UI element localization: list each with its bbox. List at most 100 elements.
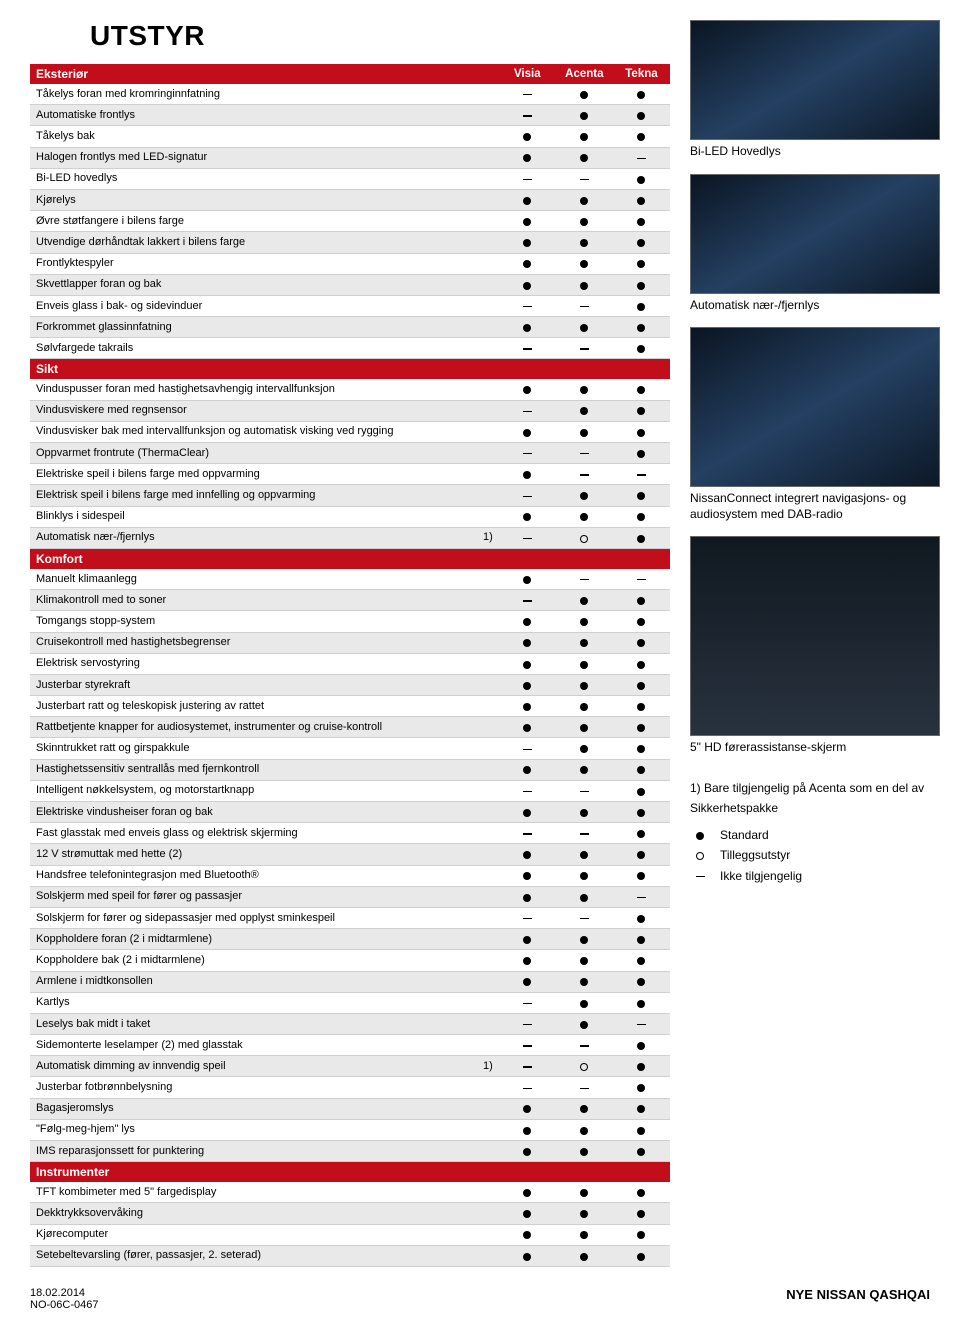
spec-mark bbox=[613, 485, 670, 506]
spec-mark bbox=[499, 1141, 556, 1162]
spec-mark bbox=[556, 464, 613, 485]
spec-mark bbox=[613, 443, 670, 464]
spec-label: Skvettlapper foran og bak bbox=[30, 274, 468, 295]
spec-note bbox=[468, 379, 499, 400]
trim-header: Visia bbox=[499, 64, 556, 84]
spec-row: Bi-LED hovedlys bbox=[30, 168, 670, 189]
spec-mark bbox=[499, 126, 556, 147]
spec-label: Automatisk dimming av innvendig speil bbox=[30, 1056, 468, 1077]
spec-mark bbox=[556, 653, 613, 674]
spec-label: Klimakontroll med to soner bbox=[30, 590, 468, 611]
spec-note bbox=[468, 1245, 499, 1266]
spec-row: Vindusvisker bak med intervallfunksjon o… bbox=[30, 421, 670, 442]
spec-label: Øvre støtfangere i bilens farge bbox=[30, 211, 468, 232]
spec-label: Justerbar fotbrønnbelysning bbox=[30, 1077, 468, 1098]
spec-row: Kjørecomputer bbox=[30, 1224, 670, 1245]
spec-note bbox=[468, 1203, 499, 1224]
spec-note bbox=[468, 211, 499, 232]
spec-row: Automatiske frontlys bbox=[30, 105, 670, 126]
spec-row: Solskjerm med speil for fører og passasj… bbox=[30, 886, 670, 907]
spec-mark bbox=[556, 1035, 613, 1056]
spec-label: Utvendige dørhåndtak lakkert i bilens fa… bbox=[30, 232, 468, 253]
trim-header: Tekna bbox=[613, 64, 670, 84]
spec-row: Kartlys bbox=[30, 992, 670, 1013]
spec-mark bbox=[613, 1077, 670, 1098]
spec-mark bbox=[499, 1203, 556, 1224]
spec-mark bbox=[556, 590, 613, 611]
spec-row: Rattbetjente knapper for audiosystemet, … bbox=[30, 717, 670, 738]
spec-mark bbox=[613, 506, 670, 527]
spec-note bbox=[468, 189, 499, 210]
spec-mark bbox=[613, 696, 670, 717]
spec-label: Skinntrukket ratt og girspakkule bbox=[30, 738, 468, 759]
spec-note bbox=[468, 929, 499, 950]
spec-row: Frontlyktespyler bbox=[30, 253, 670, 274]
spec-mark bbox=[499, 317, 556, 338]
legend-note: 1) Bare tilgjengelig på Acenta som en de… bbox=[690, 778, 940, 819]
spec-mark bbox=[556, 717, 613, 738]
spec-label: Automatisk nær-/fjernlys bbox=[30, 527, 468, 548]
footer: 18.02.2014 NO-06C-0467 NYE NISSAN QASHQA… bbox=[0, 1277, 960, 1331]
spec-row: Tåkelys foran med kromringinnfatning bbox=[30, 84, 670, 105]
spec-label: Bagasjeromslys bbox=[30, 1098, 468, 1119]
spec-mark bbox=[613, 886, 670, 907]
spec-label: Justerbar styrekraft bbox=[30, 674, 468, 695]
legend: 1) Bare tilgjengelig på Acenta som en de… bbox=[690, 778, 940, 886]
spec-mark bbox=[499, 1013, 556, 1034]
spec-row: Forkrommet glassinnfatning bbox=[30, 317, 670, 338]
spec-note bbox=[468, 844, 499, 865]
spec-mark bbox=[613, 907, 670, 928]
spec-label: Solskjerm for fører og sidepassasjer med… bbox=[30, 907, 468, 928]
spec-note bbox=[468, 653, 499, 674]
spec-row: Dekktrykksovervåking bbox=[30, 1203, 670, 1224]
spec-note bbox=[468, 632, 499, 653]
spec-row: Koppholdere bak (2 i midtarmlene) bbox=[30, 950, 670, 971]
spec-label: Vindusvisker bak med intervallfunksjon o… bbox=[30, 421, 468, 442]
spec-mark bbox=[556, 950, 613, 971]
spec-mark bbox=[613, 1056, 670, 1077]
spec-mark bbox=[499, 147, 556, 168]
spec-label: Automatiske frontlys bbox=[30, 105, 468, 126]
spec-mark bbox=[556, 253, 613, 274]
footer-code: NO-06C-0467 bbox=[30, 1299, 98, 1311]
image-interior: NissanConnect integrert navigasjons- og … bbox=[690, 327, 940, 522]
spec-mark bbox=[613, 274, 670, 295]
spec-label: Kartlys bbox=[30, 992, 468, 1013]
spec-mark bbox=[613, 865, 670, 886]
spec-mark bbox=[499, 844, 556, 865]
spec-row: Vindusviskere med regnsensor bbox=[30, 400, 670, 421]
spec-row: Elektrisk speil i bilens farge med innfe… bbox=[30, 485, 670, 506]
spec-mark bbox=[613, 1245, 670, 1266]
spec-mark bbox=[556, 738, 613, 759]
spec-row: Klimakontroll med to soner bbox=[30, 590, 670, 611]
spec-mark bbox=[613, 569, 670, 590]
spec-mark bbox=[556, 1245, 613, 1266]
spec-mark bbox=[556, 379, 613, 400]
spec-mark bbox=[613, 253, 670, 274]
spec-mark bbox=[556, 1119, 613, 1140]
spec-row: Halogen frontlys med LED-signatur bbox=[30, 147, 670, 168]
spec-note bbox=[468, 823, 499, 844]
spec-mark bbox=[613, 379, 670, 400]
spec-mark bbox=[613, 147, 670, 168]
spec-row: Justerbar styrekraft bbox=[30, 674, 670, 695]
spec-mark bbox=[556, 105, 613, 126]
spec-mark bbox=[499, 653, 556, 674]
spec-mark bbox=[556, 611, 613, 632]
spec-row: Oppvarmet frontrute (ThermaClear) bbox=[30, 443, 670, 464]
spec-row: Elektriske speil i bilens farge med oppv… bbox=[30, 464, 670, 485]
spec-mark bbox=[556, 1182, 613, 1203]
spec-row: Handsfree telefonintegrasjon med Bluetoo… bbox=[30, 865, 670, 886]
spec-row: Cruisekontroll med hastighetsbegrenser bbox=[30, 632, 670, 653]
spec-note bbox=[468, 147, 499, 168]
spec-mark bbox=[499, 929, 556, 950]
spec-row: Armlene i midtkonsollen bbox=[30, 971, 670, 992]
spec-mark bbox=[613, 189, 670, 210]
spec-label: Setebeltevarsling (fører, passasjer, 2. … bbox=[30, 1245, 468, 1266]
spec-note bbox=[468, 168, 499, 189]
spec-mark bbox=[499, 443, 556, 464]
spec-mark bbox=[613, 1141, 670, 1162]
spec-note bbox=[468, 295, 499, 316]
spec-mark bbox=[499, 1077, 556, 1098]
spec-mark bbox=[499, 611, 556, 632]
